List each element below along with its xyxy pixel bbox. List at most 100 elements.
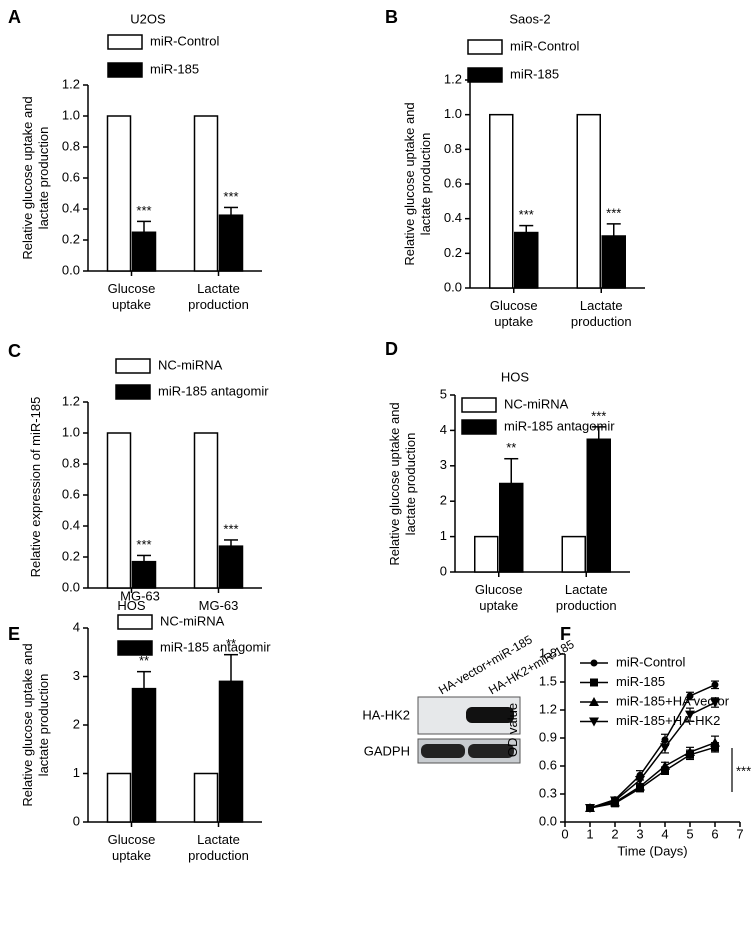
significance: *** xyxy=(136,203,151,218)
point xyxy=(711,681,719,689)
y-tick-label: 0 xyxy=(73,813,80,828)
chart-title: Saos-2 xyxy=(509,11,550,26)
y-tick-label: 0.9 xyxy=(539,729,557,744)
y-tick-label: 0.0 xyxy=(539,813,557,828)
bar xyxy=(193,432,219,589)
y-tick-label: 1.2 xyxy=(444,71,462,86)
panel-letter: F xyxy=(560,624,571,644)
line xyxy=(589,741,716,809)
x-tick-label: 5 xyxy=(686,826,693,841)
significance: *** xyxy=(136,537,151,552)
bar xyxy=(218,214,244,272)
x-tick-label: HOS xyxy=(117,598,146,613)
x-tick-label: Glucose uptake xyxy=(474,582,523,613)
y-tick-label: 0.4 xyxy=(62,517,80,532)
legend-label: miR-185 antagomir xyxy=(160,639,271,654)
legend-swatch xyxy=(115,384,151,400)
y-tick-label: 1.5 xyxy=(539,673,557,688)
bar xyxy=(218,545,244,589)
y-tick-label: 1.8 xyxy=(539,645,557,660)
legend-label: miR-Control xyxy=(616,654,685,669)
x-tick-label: 6 xyxy=(711,826,718,841)
legend-swatch xyxy=(107,34,143,50)
bar xyxy=(514,231,539,289)
y-tick-label: 0.0 xyxy=(62,579,80,594)
legend-label: miR-Control xyxy=(510,38,579,53)
bar xyxy=(106,115,132,272)
y-tick-label: 0.8 xyxy=(444,141,462,156)
legend-swatch xyxy=(467,67,503,83)
bar xyxy=(576,113,601,289)
line xyxy=(589,746,716,809)
legend-label: miR-185 xyxy=(616,674,665,689)
legend-label: NC-miRNA xyxy=(160,613,225,628)
significance: *** xyxy=(736,763,751,778)
y-tick-label: 0 xyxy=(440,563,447,578)
x-tick-label: Lactate production xyxy=(555,582,617,613)
legend-swatch xyxy=(115,358,151,374)
y-tick-label: 0.2 xyxy=(62,548,80,563)
y-tick-label: 0.4 xyxy=(62,200,80,215)
y-tick-label: 1 xyxy=(73,765,80,780)
bar xyxy=(131,560,157,589)
legend-label: miR-185 xyxy=(510,66,559,81)
chart-title: HOS xyxy=(501,369,530,384)
x-tick-label: Lactate production xyxy=(188,281,249,312)
legend-swatch xyxy=(461,419,497,435)
significance: *** xyxy=(591,408,606,423)
y-tick-label: 0.2 xyxy=(62,231,80,246)
point xyxy=(660,743,670,753)
y-axis-label: Relative glucose uptake and lactate prod… xyxy=(402,102,433,266)
panel-letter: A xyxy=(8,7,21,27)
y-tick-label: 3 xyxy=(73,668,80,683)
significance: ** xyxy=(506,440,516,455)
y-tick-label: 1.2 xyxy=(62,393,80,408)
significance: *** xyxy=(223,189,238,204)
bar xyxy=(218,680,244,823)
line xyxy=(589,701,716,809)
y-tick-label: 0.0 xyxy=(444,279,462,294)
y-tick-label: 0.6 xyxy=(62,486,80,501)
bar xyxy=(561,535,586,573)
significance: *** xyxy=(606,205,621,220)
panel-letter: C xyxy=(8,341,21,361)
legend-marker xyxy=(590,678,598,687)
panel-letter: D xyxy=(385,339,398,359)
point xyxy=(635,776,645,785)
y-tick-label: 4 xyxy=(440,422,447,437)
y-tick-label: 0.3 xyxy=(539,785,557,800)
bar xyxy=(131,687,157,823)
x-tick-label: Glucose uptake xyxy=(107,281,156,312)
panel-letter: E xyxy=(8,624,20,644)
y-tick-label: 2 xyxy=(73,716,80,731)
y-tick-label: 1 xyxy=(440,528,447,543)
blot-band xyxy=(466,707,514,723)
y-tick-label: 1.0 xyxy=(444,106,462,121)
point xyxy=(610,796,620,806)
bar xyxy=(586,438,611,573)
blot-row-label: GADPH xyxy=(364,743,410,758)
x-tick-label: Lactate production xyxy=(570,298,632,329)
y-axis-label: Relative glucose uptake and lactate prod… xyxy=(20,96,51,260)
y-axis-label: Relative expression of miR-185 xyxy=(28,396,43,578)
blot-band xyxy=(421,744,465,758)
blot-band xyxy=(468,744,514,758)
y-tick-label: 2 xyxy=(440,493,447,508)
x-tick-label: 4 xyxy=(661,826,668,841)
y-axis-label: Relative glucose uptake and lactate prod… xyxy=(387,401,418,566)
y-tick-label: 0.6 xyxy=(62,169,80,184)
legend-label: miR-185 antagomir xyxy=(158,383,269,398)
chart-title: MG-63 xyxy=(120,588,160,603)
y-axis-label: OD value xyxy=(505,702,520,758)
significance: *** xyxy=(223,521,238,536)
legend-label: miR-185+HA-HK2 xyxy=(616,713,720,728)
legend-marker xyxy=(590,659,598,667)
legend-label: miR-185+HA vector xyxy=(616,693,730,708)
y-tick-label: 0.2 xyxy=(444,245,462,260)
point xyxy=(710,698,720,708)
legend-label: miR-185 xyxy=(150,61,199,76)
legend-label: miR-185 antagomir xyxy=(504,418,615,433)
legend-label: miR-Control xyxy=(150,33,219,48)
